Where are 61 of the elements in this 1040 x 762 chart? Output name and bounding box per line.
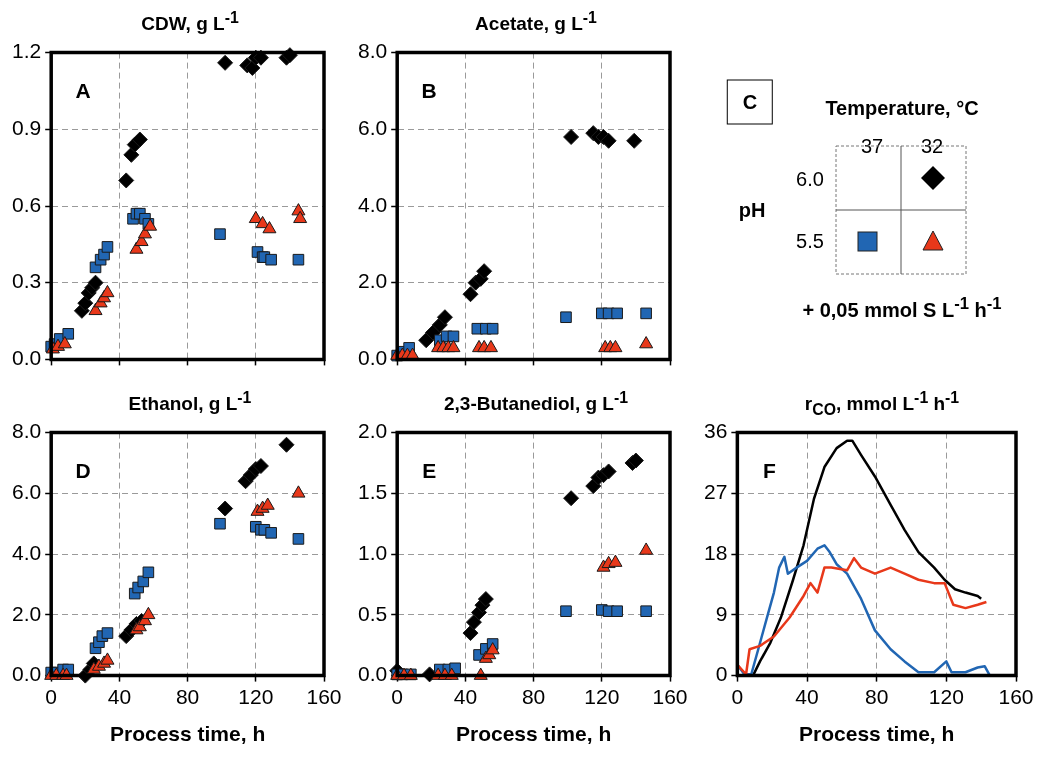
y-tick-label: 0.3	[11, 269, 42, 293]
y-tick-label: 1.0	[357, 540, 388, 564]
x-tick-label: 160	[998, 685, 1034, 708]
annotation: D	[75, 459, 91, 483]
y-tick-label: 4.0	[357, 192, 388, 216]
text: C	[726, 79, 774, 125]
y-tick-label: 27	[704, 480, 728, 504]
x-axis-title: Process time, h	[109, 722, 266, 746]
x-tick-label: 120	[928, 685, 964, 708]
x-tick-label: 160	[306, 685, 342, 708]
x-tick-label: 80	[175, 685, 200, 708]
y-tick-label: 8.0	[357, 39, 388, 63]
text: 32	[920, 134, 944, 158]
y-tick-label: 0.6	[11, 192, 42, 216]
text: 5.5	[796, 229, 824, 253]
y-tick-label: 0.0	[357, 346, 388, 370]
y-tick-label: 4.0	[11, 540, 42, 564]
y-tick-label: 2.0	[357, 269, 388, 293]
y-tick-label: 9	[715, 601, 728, 625]
chart-title: Ethanol, g L$^{-1}$	[127, 388, 253, 417]
annotation: F	[762, 459, 776, 483]
text: Temperature, °C	[825, 96, 979, 120]
y-tick-label: 0.0	[11, 346, 42, 370]
y-tick-label: 0.5	[357, 601, 388, 625]
x-tick-label: 0	[391, 685, 404, 708]
y-tick-label: 2.0	[357, 419, 388, 443]
y-tick-label: 18	[704, 540, 728, 564]
x-tick-label: 120	[238, 685, 274, 708]
x-tick-label: 80	[865, 685, 889, 708]
x-tick-label: 40	[453, 685, 478, 708]
y-tick-label: 0.0	[357, 662, 388, 686]
chart-title: Acetate, g L$^{-1}$	[474, 8, 598, 37]
x-axis-title: Process time, h	[455, 722, 612, 746]
chart-title: r$_{CO}$, mmol L$^{-1}$ h$^{-1}$	[803, 388, 961, 421]
text: pH	[738, 198, 766, 222]
y-tick-label: 0.0	[11, 662, 42, 686]
chart-title: 2,3-Butanediol, g L$^{-1}$	[443, 388, 629, 417]
x-axis-title: Process time, h	[799, 722, 955, 746]
y-tick-label: 1.5	[357, 480, 388, 504]
y-tick-label: 36	[704, 419, 728, 443]
annotation: A	[75, 79, 91, 103]
chart-title: CDW, g L$^{-1}$	[140, 8, 240, 37]
y-tick-label: 8.0	[11, 419, 42, 443]
x-tick-label: 40	[107, 685, 132, 708]
x-tick-label: 40	[795, 685, 819, 708]
annotation: B	[421, 79, 437, 103]
y-tick-label: 6.0	[11, 480, 42, 504]
x-tick-label: 0	[45, 685, 58, 708]
x-tick-label: 0	[731, 685, 744, 708]
text: 37	[860, 134, 884, 158]
text: 6.0	[796, 167, 824, 191]
x-tick-label: 120	[584, 685, 620, 708]
y-tick-label: 0	[715, 662, 728, 686]
annotation: E	[422, 459, 437, 483]
text: + 0,05 mmol S L$^{-1}$ h$^{-1}$	[802, 294, 1002, 322]
x-tick-label: 160	[652, 685, 688, 708]
y-tick-label: 6.0	[357, 116, 388, 140]
y-tick-label: 2.0	[11, 601, 42, 625]
y-tick-label: 0.9	[11, 116, 42, 140]
x-tick-label: 80	[521, 685, 546, 708]
y-tick-label: 1.2	[11, 39, 42, 63]
